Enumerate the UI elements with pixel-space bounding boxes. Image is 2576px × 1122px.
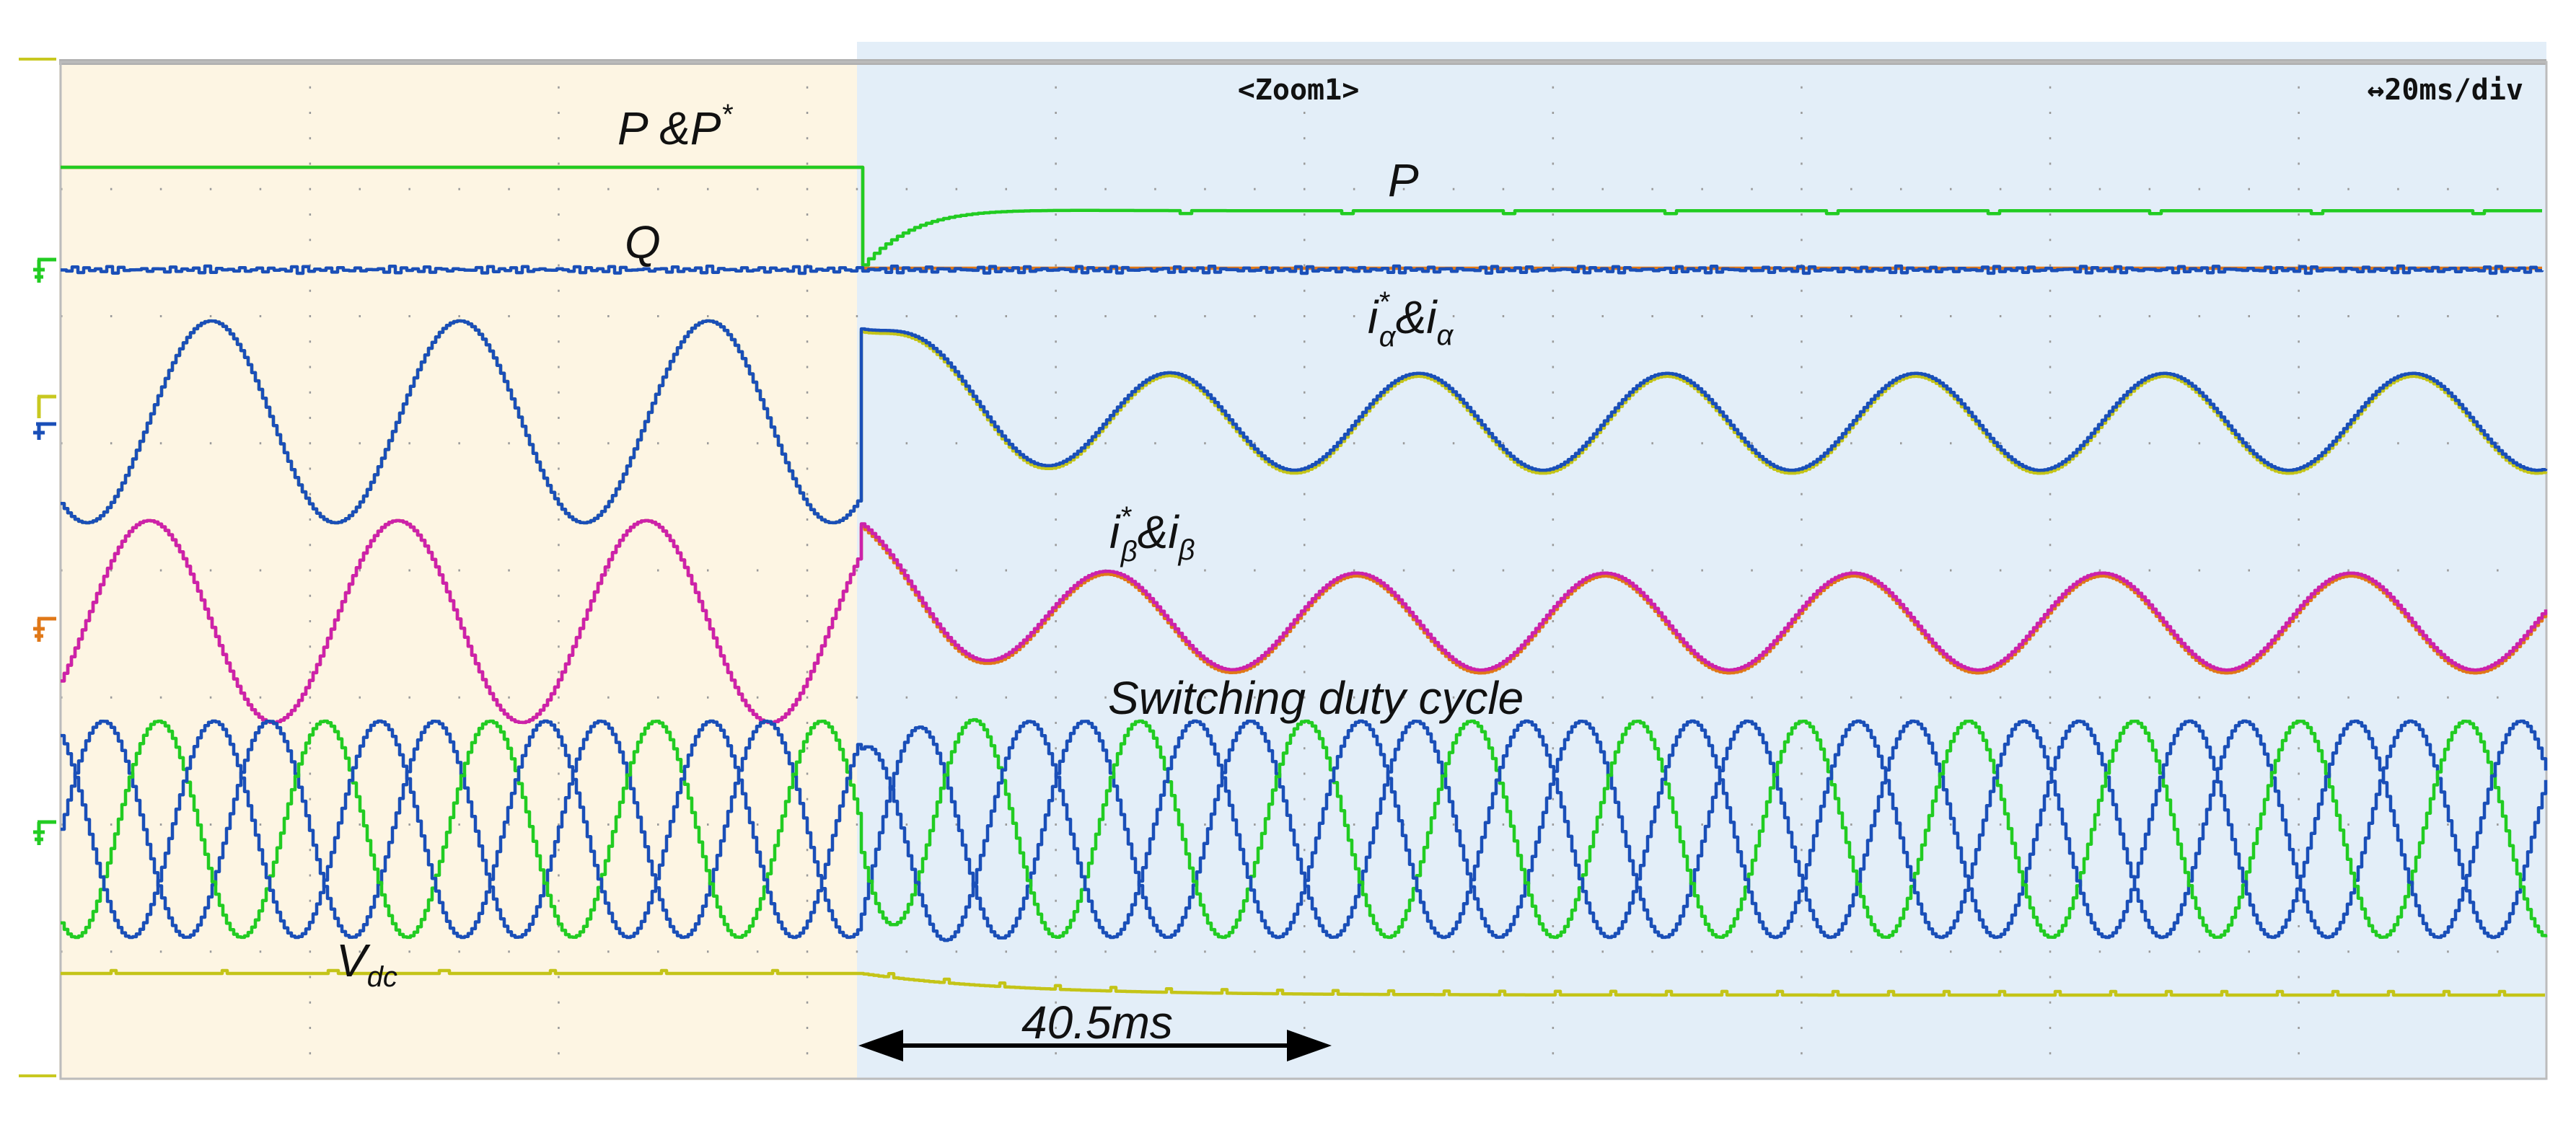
interval-arrow-right-head	[1287, 1030, 1332, 1061]
ground-marker-orange	[33, 617, 56, 642]
label-q: Q	[625, 216, 661, 268]
interval-arrow	[858, 1030, 1332, 1061]
trace-vdc	[61, 968, 2545, 997]
label-vdc: Vdc	[336, 935, 397, 993]
trace-i-alpha	[61, 319, 2548, 525]
label-i-alpha-sub1: α	[1379, 321, 1397, 353]
trace-duty-b	[61, 717, 2548, 940]
label-i-beta-i: i	[1109, 506, 1121, 558]
zoom-label: <Zoom1>	[1238, 74, 1360, 107]
ground-marker-green-2	[33, 820, 56, 845]
label-i-alpha: i* α&iα	[1368, 286, 1454, 353]
label-p-pref: P &P*	[617, 99, 733, 154]
ground-marker-yellow-blue	[33, 394, 56, 440]
trace-group	[61, 165, 2548, 997]
label-i-alpha-i: i	[1368, 291, 1379, 343]
trace-q	[61, 264, 2544, 275]
ground-marker-green	[33, 257, 56, 283]
trace-duty-c	[61, 719, 2548, 942]
label-i-beta: i* β&iβ	[1109, 501, 1195, 567]
label-i-alpha-sup: *	[1378, 286, 1390, 318]
interval-arrow-left-head	[858, 1030, 903, 1061]
timebase-label: ↔20ms/div	[2367, 74, 2523, 107]
label-i-beta-sub2: β	[1178, 534, 1195, 566]
label-i-alpha-mid: &i	[1396, 291, 1438, 343]
trace-p	[61, 165, 2542, 267]
channel-markers	[19, 58, 56, 1077]
interval-label: 40.5ms	[1021, 997, 1173, 1048]
label-i-beta-sub1: β	[1120, 536, 1138, 567]
label-vdc-base: V	[336, 935, 371, 986]
trace-i-beta	[61, 518, 2548, 725]
post-step-region	[857, 42, 2546, 1080]
pre-step-region	[59, 59, 857, 1080]
label-p-pref-sup: *	[721, 99, 733, 131]
label-vdc-sub: dc	[367, 961, 397, 993]
label-p-pref-base: P &P	[617, 102, 721, 154]
plot-frame	[59, 61, 2548, 1080]
label-p: P	[1388, 154, 1419, 206]
label-i-beta-mid: &i	[1138, 506, 1180, 558]
label-i-beta-sup: *	[1120, 501, 1132, 533]
label-duty-cycle: Switching duty cycle	[1108, 672, 1524, 724]
label-i-alpha-sub2: α	[1437, 319, 1454, 351]
